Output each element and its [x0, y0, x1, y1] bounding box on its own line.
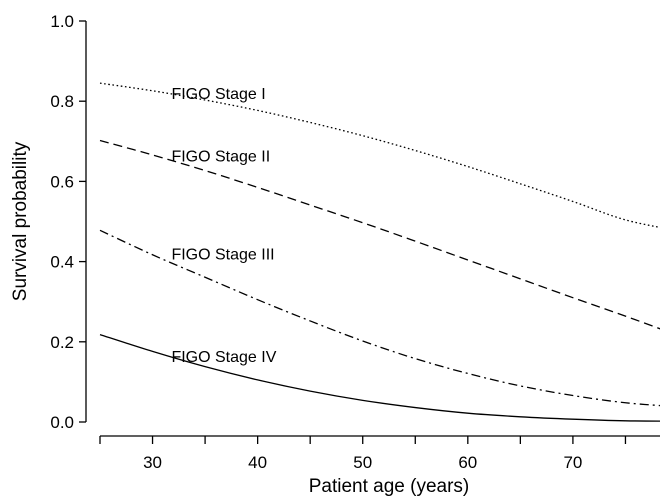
y-tick-label: 0.2 [50, 333, 74, 352]
x-tick-label: 30 [143, 453, 162, 472]
x-tick-label: 70 [563, 453, 582, 472]
series-label-2: FIGO Stage II [171, 148, 270, 165]
ticks: 0.00.20.40.60.81.0304050607080 [50, 12, 627, 472]
y-tick-label: 0.6 [50, 172, 74, 191]
x-tick-label: 40 [248, 453, 267, 472]
series-label-3: FIGO Stage III [171, 247, 274, 264]
x-axis-title: Patient age (years) [309, 476, 470, 497]
series-line-1 [99, 82, 660, 229]
series-label-4: FIGO Stage IV [171, 349, 276, 366]
y-tick-label: 0.8 [50, 92, 74, 111]
y-tick-label: 0.4 [50, 253, 74, 272]
series-label-1: FIGO Stage I [171, 86, 265, 103]
axes [85, 21, 660, 437]
y-tick-label: 1.0 [50, 12, 74, 31]
series-line-4 [99, 333, 660, 422]
series-lines [99, 82, 660, 422]
x-tick-label: 50 [353, 453, 372, 472]
x-tick-label: 60 [458, 453, 477, 472]
series-line-2 [99, 139, 660, 330]
series-labels: FIGO Stage I FIGO Stage II FIGO Stage III F… [171, 86, 276, 366]
y-axis-title: Survival probability [10, 141, 31, 301]
y-tick-label: 0.0 [50, 413, 74, 432]
series-line-3 [99, 229, 660, 407]
